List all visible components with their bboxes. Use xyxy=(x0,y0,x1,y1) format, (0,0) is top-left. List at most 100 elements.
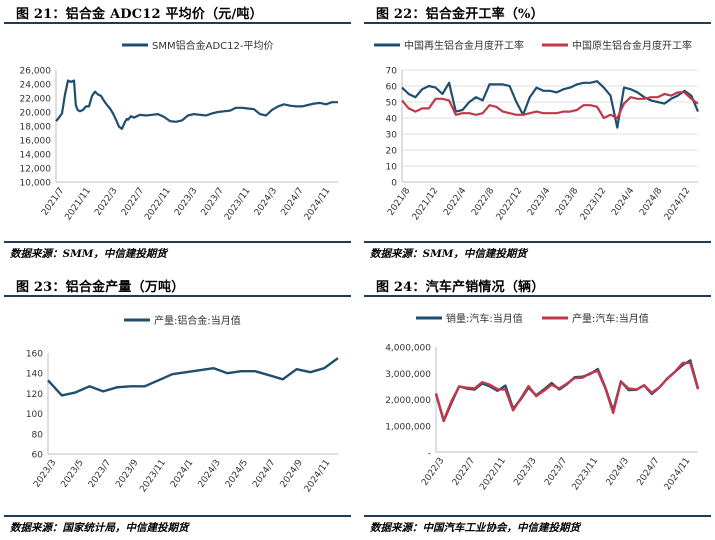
x-tick-label: 2021/11 xyxy=(63,186,93,222)
x-tick-label: 2023/11 xyxy=(223,186,253,222)
y-tick-label: 22,000 xyxy=(20,95,52,105)
x-tick-label: 2024/3 xyxy=(253,186,279,218)
chart-auto-sales: - 1,000,000 2,000,000 3,000,000 4,000,000 202… xyxy=(385,312,700,492)
legend-label: SMM铝合金ADC12-平均价 xyxy=(152,39,273,52)
chart-panel-operating-rate: 图 22：铝合金开工率（%） 0 10 20 30 40 50 60 70 2021/8 2021… xyxy=(364,0,711,267)
x-tick-label: 2022/12 xyxy=(495,186,525,222)
y-tick-label: - xyxy=(428,449,431,459)
x-tick-label: 2024/9 xyxy=(279,458,306,490)
legend-label: 中国再生铝合金月度开工率 xyxy=(404,39,524,52)
x-tick-label: 2024/4 xyxy=(610,186,637,218)
x-tick-label: 2023/7 xyxy=(543,456,569,488)
panel-source-bar: 数据来源：SMM，中信建投期货 xyxy=(364,241,711,260)
x-tick-label: 2024/12 xyxy=(663,186,693,222)
panel-source-bar: 数据来源：中国汽车工业协会，中信建投期货 xyxy=(364,515,711,534)
x-tick-label: 2022/11 xyxy=(143,186,173,222)
y-tick-label: 10,000 xyxy=(20,179,52,189)
x-tick-label: 2024/7 xyxy=(251,458,277,490)
panel-title: 图 21：铝合金 ADC12 平均价（元/吨） xyxy=(16,7,263,22)
x-tick-label: 2023/11 xyxy=(138,458,168,494)
x-tick-label: 2024/7 xyxy=(635,456,661,488)
x-tick-label: 2024/11 xyxy=(303,458,333,494)
y-tick-label: 18,000 xyxy=(20,123,52,133)
x-tick-label: 2022/3 xyxy=(93,186,119,218)
x-tick-label: 2021/7 xyxy=(40,186,66,218)
y-tick-label: 60 xyxy=(386,83,398,93)
x-tick-label: 2023/7 xyxy=(200,186,226,218)
legend-label: 中国原生铝合金月度开工率 xyxy=(572,39,692,52)
panel-source: 数据来源：SMM，中信建投期货 xyxy=(370,248,527,260)
panel-source: 数据来源：中国汽车工业协会，中信建投期货 xyxy=(370,522,580,534)
x-tick-label: 2023/8 xyxy=(554,186,581,218)
chart-alloy-output: 60 80 100 120 140 160 2023/3 2023/5 2023/7 2023/9… xyxy=(26,314,339,494)
y-tick-label: 24,000 xyxy=(20,81,52,91)
x-tick-label: 2022/11 xyxy=(478,456,508,492)
x-tick-label: 2022/3 xyxy=(420,456,446,488)
x-tick-label: 2023/9 xyxy=(114,458,141,490)
x-tick-label: 2023/12 xyxy=(579,186,609,222)
y-tick-label: 160 xyxy=(26,350,43,360)
legend-label: 销量:汽车:当月值 xyxy=(446,312,523,325)
x-tick-label: 2024/5 xyxy=(224,458,250,490)
x-tick-label: 2024/3 xyxy=(605,456,631,488)
x-tick-label: 2024/1 xyxy=(169,458,195,490)
y-tick-label: 20 xyxy=(386,147,398,157)
y-tick-label: 120 xyxy=(26,390,43,400)
x-tick-label: 2023/3 xyxy=(173,186,199,218)
x-tick-label: 2022/7 xyxy=(451,456,477,488)
panel-title-bar: 图 21：铝合金 ADC12 平均价（元/吨） xyxy=(4,0,351,24)
y-tick-label: 60 xyxy=(32,451,44,461)
panel-title: 图 22：铝合金开工率（%） xyxy=(376,7,544,22)
y-tick-label: 12,000 xyxy=(20,165,52,175)
panel-title-bar: 图 22：铝合金开工率（%） xyxy=(364,0,711,24)
panel-source-bar: 数据来源：SMM，中信建投期货 xyxy=(4,241,351,260)
y-tick-label: 140 xyxy=(26,370,43,380)
y-tick-label: 20,000 xyxy=(20,109,52,119)
y-tick-label: 14,000 xyxy=(20,151,52,161)
x-tick-label: 2024/3 xyxy=(196,458,222,490)
x-tick-label: 2023/3 xyxy=(32,458,58,490)
chart-panel-auto-sales: 图 24：汽车产销情况（辆） - 1,000,000 2,000,000 3,000,… xyxy=(364,273,711,540)
x-tick-label: 2022/7 xyxy=(120,186,146,218)
series-line xyxy=(434,361,700,422)
y-tick-label: 3,000,000 xyxy=(385,370,431,380)
x-tick-label: 2021/8 xyxy=(386,186,413,218)
legend-label: 产量:汽车:当月值 xyxy=(572,312,649,325)
y-tick-label: 1,000,000 xyxy=(385,422,431,432)
panel-title: 图 23：铝合金产量（万吨） xyxy=(16,280,185,295)
chart-panel-adc12-price: 图 21：铝合金 ADC12 平均价（元/吨） 10,000 12,000 14,0… xyxy=(4,0,351,267)
y-tick-label: 2,000,000 xyxy=(385,396,431,406)
y-tick-label: 70 xyxy=(386,67,398,77)
panel-title-bar: 图 23：铝合金产量（万吨） xyxy=(4,273,351,297)
y-tick-label: 16,000 xyxy=(20,137,52,147)
y-tick-label: 100 xyxy=(26,410,43,420)
panel-source: 数据来源：国家统计局，中信建投期货 xyxy=(10,522,189,534)
x-tick-label: 2023/3 xyxy=(512,456,538,488)
series-line xyxy=(47,357,339,397)
panel-title: 图 24：汽车产销情况（辆） xyxy=(376,280,545,295)
x-tick-label: 2024/8 xyxy=(638,186,665,218)
y-tick-label: 50 xyxy=(386,99,398,109)
x-tick-label: 2023/5 xyxy=(59,458,85,490)
x-tick-label: 2024/7 xyxy=(279,186,305,218)
chart-panel-alloy-output: 图 23：铝合金产量（万吨） 60 80 100 120 140 160 2023/3 202… xyxy=(4,273,351,540)
x-tick-label: 2024/11 xyxy=(303,186,333,222)
x-tick-label: 2024/11 xyxy=(663,456,693,492)
x-tick-label: 2022/4 xyxy=(442,186,469,218)
legend-label: 产量:铝合金:当月值 xyxy=(154,314,241,327)
series-line xyxy=(55,79,338,130)
y-tick-label: 40 xyxy=(386,115,398,125)
series-line xyxy=(434,359,700,423)
panel-source: 数据来源：SMM，中信建投期货 xyxy=(10,248,167,260)
y-tick-label: 26,000 xyxy=(20,67,52,77)
x-tick-label: 2022/8 xyxy=(470,186,497,218)
x-tick-label: 2023/4 xyxy=(526,186,553,218)
x-tick-label: 2023/7 xyxy=(87,458,113,490)
y-tick-label: 10 xyxy=(386,163,398,173)
y-tick-label: 0 xyxy=(391,179,397,189)
series-line xyxy=(401,80,700,129)
y-tick-label: 4,000,000 xyxy=(385,344,431,354)
y-tick-label: 80 xyxy=(32,430,44,440)
panel-title-bar: 图 24：汽车产销情况（辆） xyxy=(364,273,711,297)
